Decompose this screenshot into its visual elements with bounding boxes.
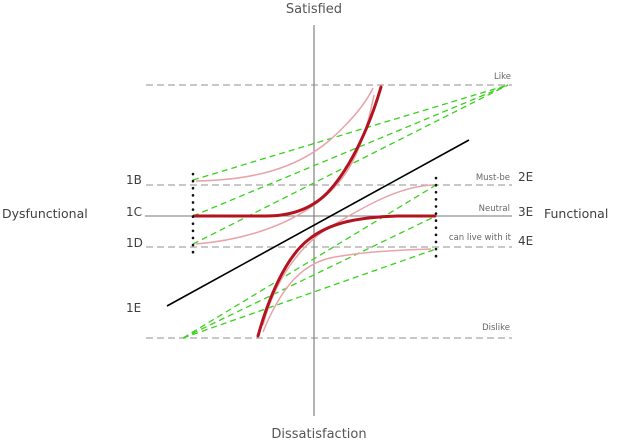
green-dash-line	[192, 84, 509, 217]
level-label-like: Like	[494, 72, 511, 82]
green-dash-line	[192, 84, 509, 181]
code-1b: 1B	[126, 173, 142, 187]
diagonal-line	[166, 139, 470, 307]
axis-label-bottom: Dissatisfaction	[271, 427, 366, 442]
dark-curves	[192, 85, 437, 338]
code-2e: 2E	[518, 170, 533, 184]
level-label-live-with: can live with it	[449, 233, 512, 243]
must-be-curve	[256, 214, 437, 338]
green-dash-line	[192, 84, 509, 245]
light-curve	[195, 87, 374, 182]
code-1d: 1D	[126, 236, 143, 250]
attractive-curve	[192, 85, 383, 218]
green-dash-line	[182, 215, 437, 339]
axis-label-right: Functional	[544, 206, 608, 221]
level-label-must-be: Must-be	[476, 173, 510, 183]
green-dash-line	[182, 248, 437, 339]
level-label-dislike: Dislike	[482, 323, 510, 333]
light-curve	[262, 248, 432, 333]
level-lines	[146, 84, 512, 339]
green-dashed-lines	[182, 84, 509, 339]
code-1c: 1C	[126, 205, 142, 219]
axes	[145, 25, 512, 416]
dotted-lines	[191, 172, 438, 264]
axis-label-top: Satisfied	[286, 2, 342, 17]
axis-label-left: Dysfunctional	[2, 206, 88, 221]
level-label-neutral: Neutral	[479, 204, 510, 214]
code-1e: 1E	[126, 301, 141, 315]
code-3e: 3E	[518, 205, 533, 219]
code-4e: 4E	[518, 234, 533, 248]
